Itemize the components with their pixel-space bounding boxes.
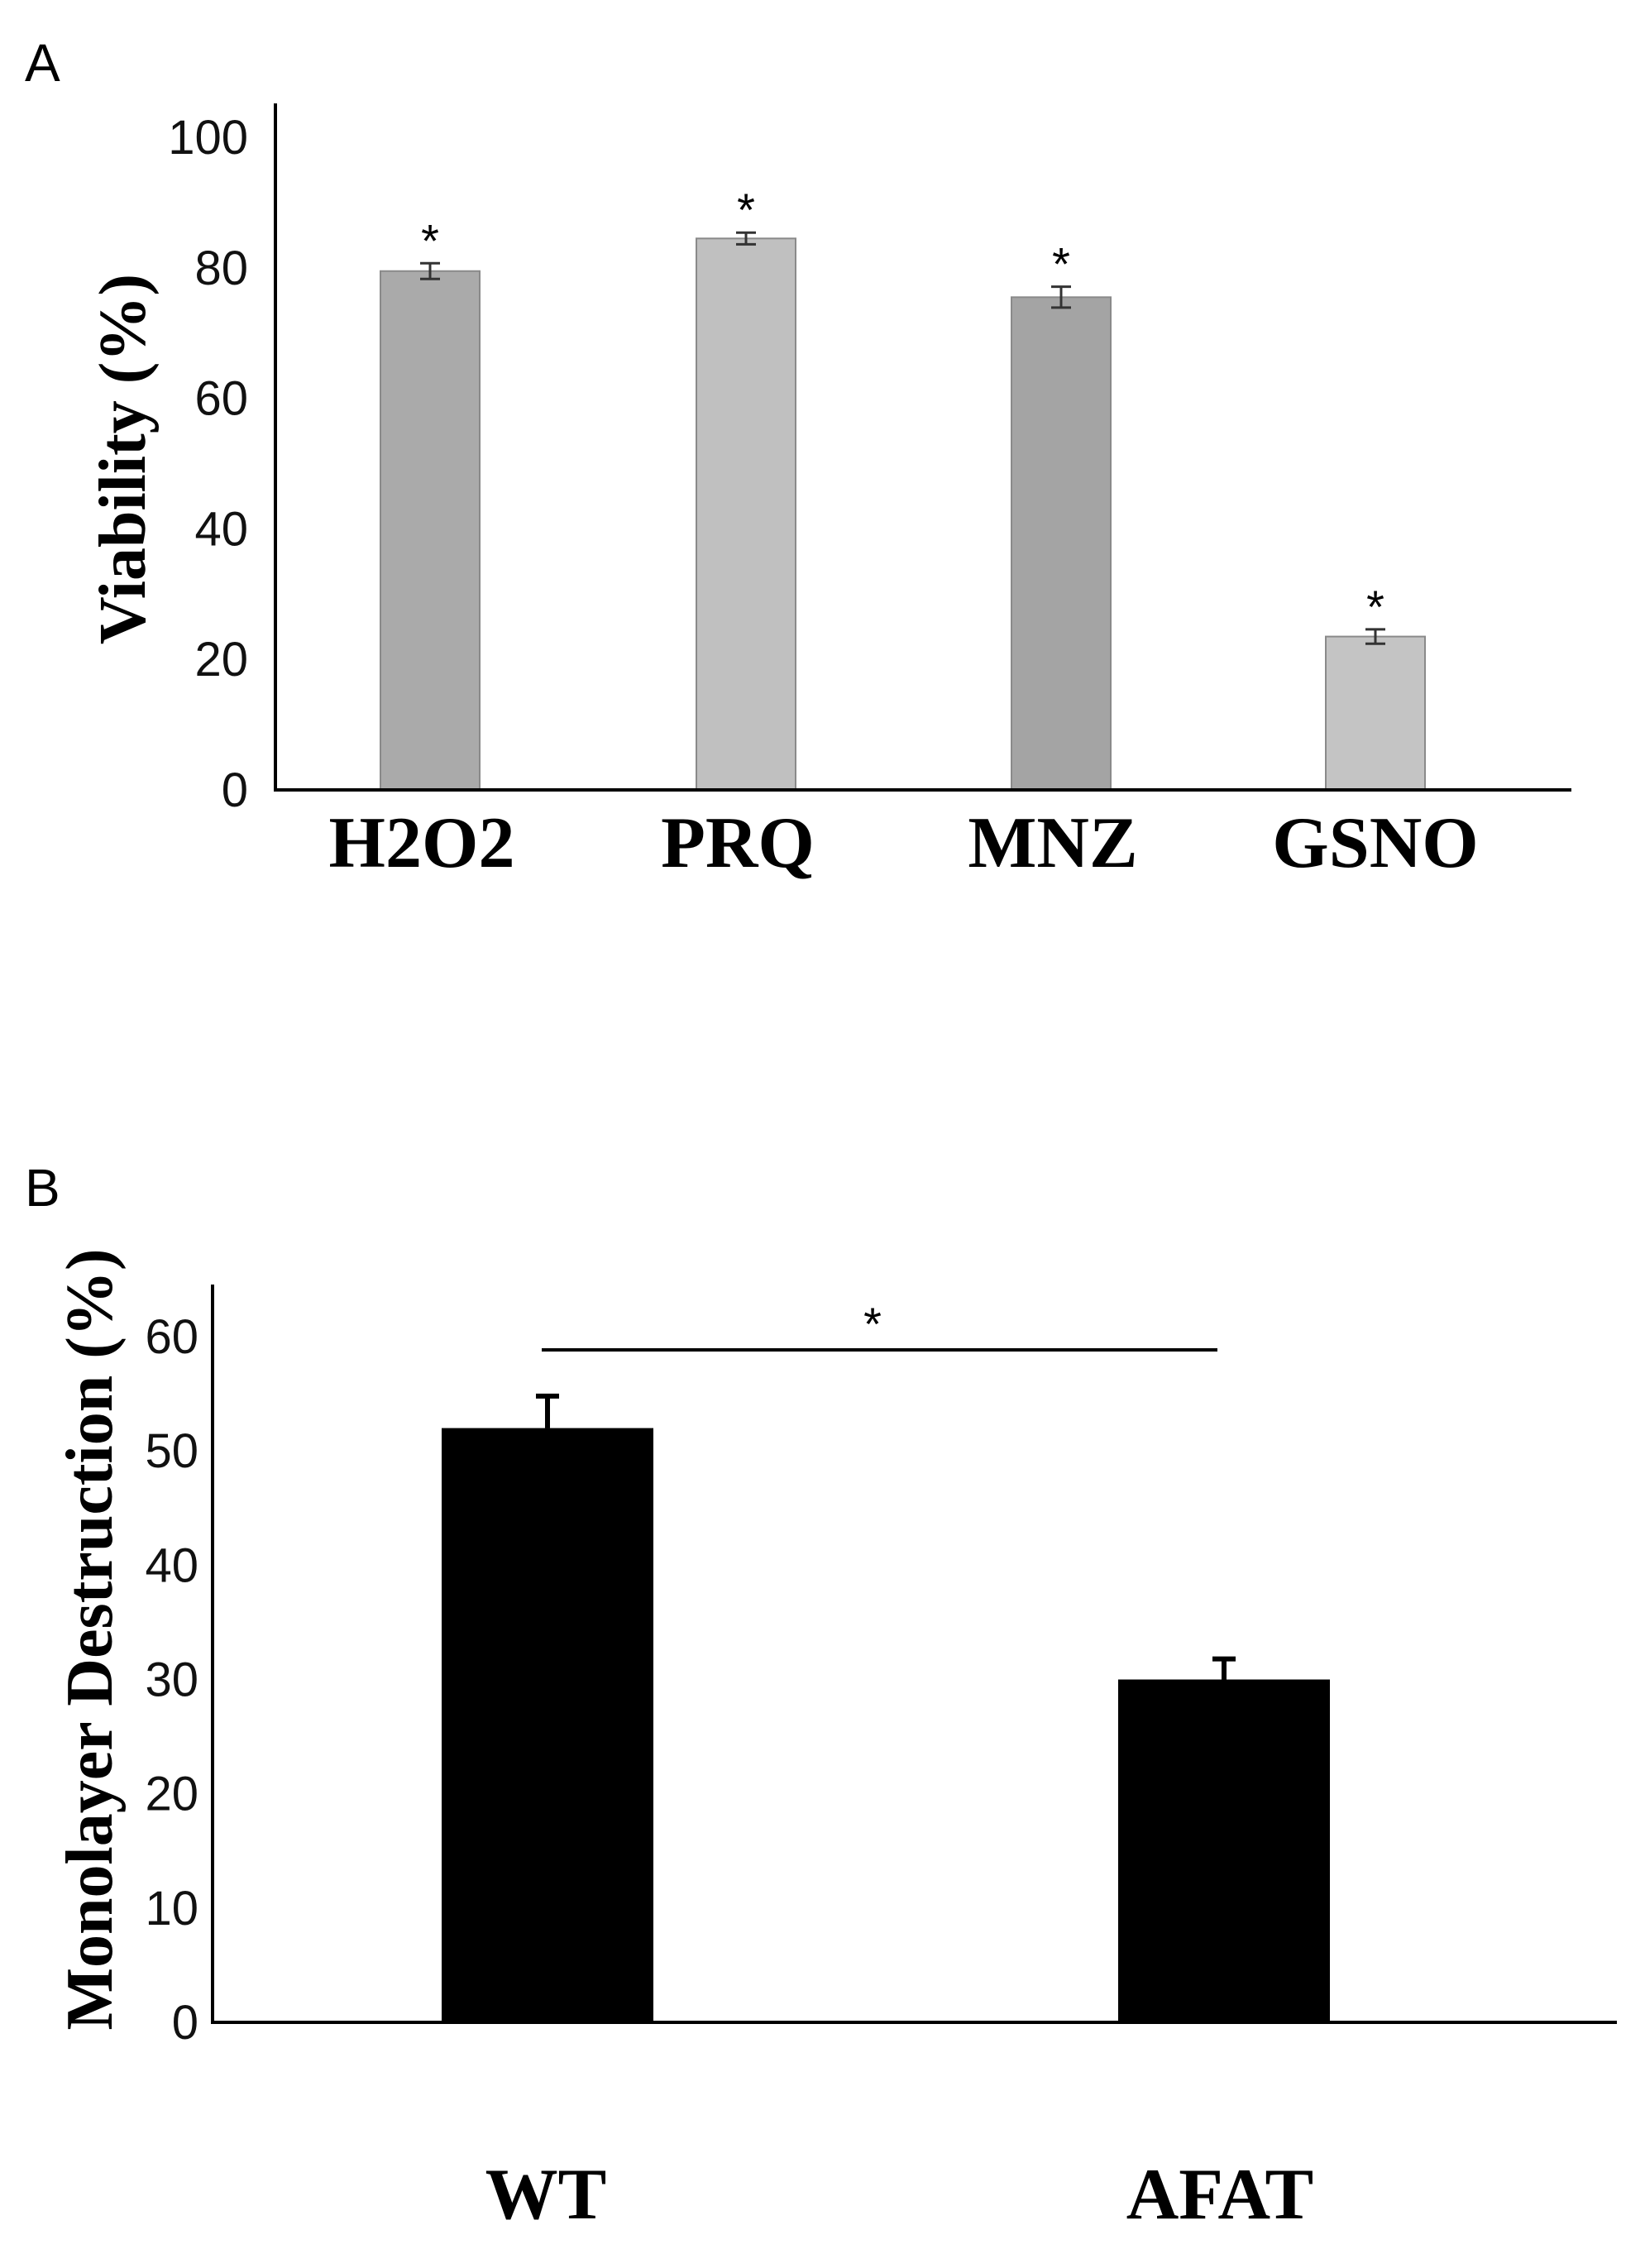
- y-axis-title-a: Viability (%): [87, 274, 160, 644]
- y-tick-label-b: 50: [145, 1424, 198, 1478]
- bar-a-prq: [696, 237, 796, 792]
- x-tick-label-a: GSNO: [1272, 803, 1478, 883]
- x-tick-label-a: MNZ: [968, 803, 1137, 883]
- axes-b: [211, 1285, 1617, 2024]
- chart-a: A Viability (%) * * * * 0 20 40 60 80 100 H2O2 PR…: [25, 33, 1571, 883]
- error-bars-b: [536, 1393, 1236, 1680]
- significance-b: *: [542, 1298, 1217, 1352]
- significance-star-a: *: [1052, 238, 1070, 290]
- y-tick-label-b: 0: [172, 1996, 198, 2050]
- y-tick-label-a: 100: [168, 111, 248, 165]
- y-tick-label-a: 60: [194, 372, 248, 426]
- error-bars-a: [420, 231, 1385, 645]
- annotations-a: * * * *: [421, 184, 1384, 633]
- axes-a: [274, 103, 1571, 792]
- x-tick-label-b: WT: [485, 2155, 607, 2235]
- bar-a-gsno: [1325, 635, 1426, 792]
- y-axis-title-b: Monolayer Destruction (%): [54, 1249, 127, 2031]
- bars-a: [380, 237, 1426, 792]
- y-tick-label-b: 20: [145, 1768, 198, 1821]
- x-tick-label-a: H2O2: [329, 803, 515, 883]
- bar-a-h2o2: [380, 270, 481, 791]
- x-tick-label-a: PRQ: [661, 803, 815, 883]
- x-labels-a: H2O2 PRQ MNZ GSNO: [329, 803, 1479, 883]
- y-tick-label-a: 40: [194, 502, 248, 556]
- x-labels-b: WT AFAT: [485, 2155, 1314, 2235]
- y-tick-label-b: 10: [145, 1882, 198, 1935]
- panel-label-a: A: [25, 33, 60, 93]
- bar-b-afat: [1118, 1679, 1330, 2022]
- y-ticks-b: 0 10 20 30 40 50 60: [145, 1310, 198, 2050]
- significance-star-a: *: [1366, 581, 1384, 633]
- y-ticks-a: 0 20 40 60 80 100: [168, 111, 248, 817]
- significance-star-a: *: [737, 184, 755, 236]
- bar-a-mnz: [1011, 296, 1112, 791]
- y-tick-label-b: 60: [145, 1310, 198, 1364]
- y-tick-label-a: 20: [194, 633, 248, 687]
- y-tick-label-b: 40: [145, 1538, 198, 1592]
- x-tick-label-b: AFAT: [1126, 2155, 1314, 2235]
- bars-b: [442, 1428, 1330, 2022]
- significance-star-b: *: [863, 1298, 882, 1350]
- bar-b-wt: [442, 1428, 653, 2022]
- y-tick-label-a: 0: [222, 763, 248, 817]
- y-tick-label-a: 80: [194, 242, 248, 295]
- panel-label-b: B: [25, 1158, 60, 1218]
- significance-star-a: *: [421, 214, 439, 266]
- chart-b: B Monolayer Destruction (%) * 0 10 20 30 40 5…: [25, 1158, 1617, 2235]
- y-tick-label-b: 30: [145, 1653, 198, 1707]
